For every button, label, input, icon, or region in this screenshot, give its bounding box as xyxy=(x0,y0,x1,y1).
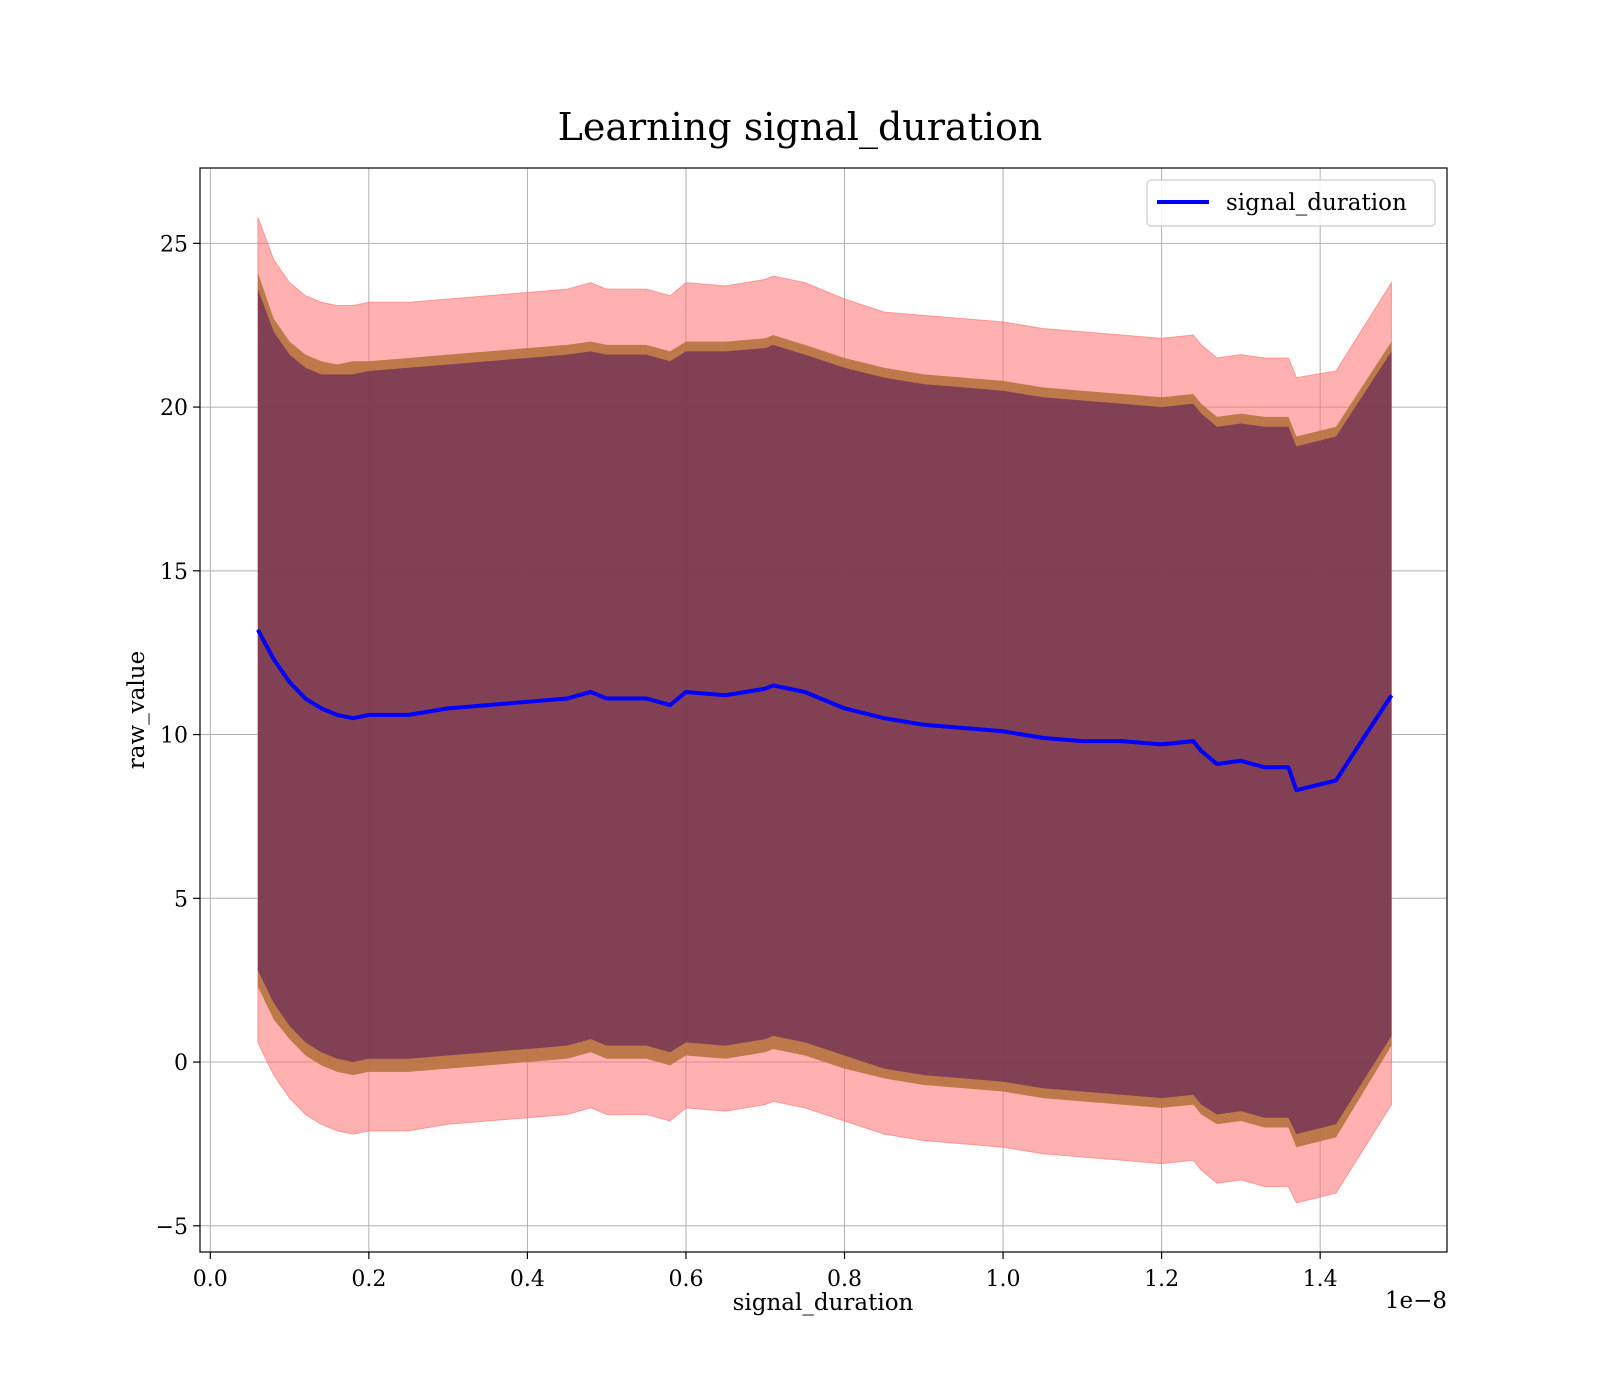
inner-confidence-band xyxy=(257,289,1392,1135)
y-axis-label: raw_value xyxy=(124,651,150,769)
y-tick-label: −5 xyxy=(156,1215,188,1240)
series-line-signal-duration xyxy=(256,628,1394,793)
plot-area-frame xyxy=(199,167,1448,1253)
y-tick-label: 15 xyxy=(160,560,188,585)
y-tick-label: 20 xyxy=(160,396,188,421)
chart-title: Learning signal_duration xyxy=(558,105,1043,150)
x-tick-label: 1.2 xyxy=(1144,1267,1179,1292)
confidence-bands xyxy=(257,216,1393,1204)
y-tick-label: 25 xyxy=(160,232,188,257)
y-tick-label: 10 xyxy=(160,724,188,749)
x-tick-label: 1.4 xyxy=(1303,1267,1338,1292)
x-tick-label: 1.0 xyxy=(986,1267,1021,1292)
legend: signal_duration xyxy=(1146,179,1436,227)
legend-box xyxy=(1146,179,1436,227)
y-axis-ticks: −5 0 5 10 15 20 25 xyxy=(156,232,200,1240)
x-axis-offset-text: 1e−8 xyxy=(1385,1288,1447,1314)
y-tick-label: 5 xyxy=(174,887,188,912)
x-axis-label: signal_duration xyxy=(733,1290,914,1316)
x-tick-label: 0.0 xyxy=(193,1267,228,1292)
x-tick-label: 0.2 xyxy=(351,1267,386,1292)
series-lines xyxy=(256,628,1394,793)
x-tick-label: 0.6 xyxy=(668,1267,703,1292)
legend-label-signal-duration: signal_duration xyxy=(1226,190,1407,216)
x-tick-label: 0.8 xyxy=(827,1267,862,1292)
y-tick-label: 0 xyxy=(174,1051,188,1076)
x-axis-ticks: 0.0 0.2 0.4 0.6 0.8 1.0 1.2 1.4 xyxy=(193,1252,1338,1292)
x-tick-label: 0.4 xyxy=(510,1267,545,1292)
